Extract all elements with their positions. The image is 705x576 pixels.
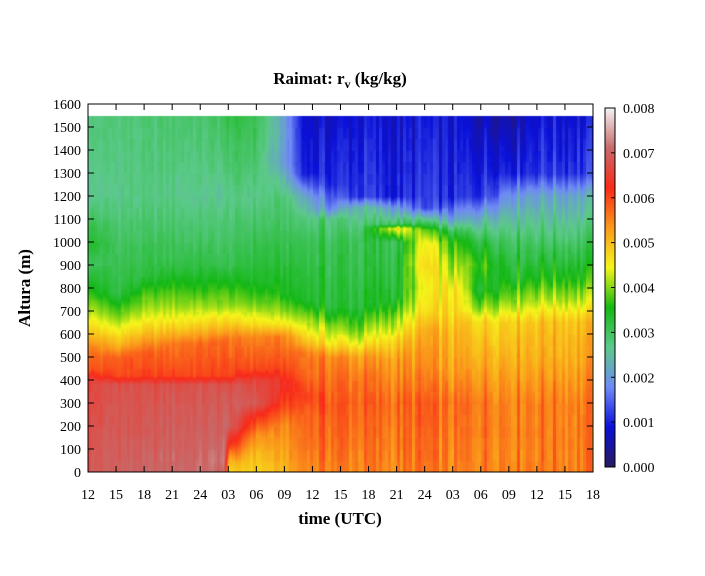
y-tick-label: 400 [60,374,81,389]
y-tick-label: 700 [60,305,81,320]
colorbar-tick-label: 0.006 [623,192,655,207]
colorbar-ticks: 0.000 0.001 0.002 0.003 0.004 0.005 0.006 0.007… [611,102,655,476]
chart-title-subscript: v [345,77,351,91]
x-tick-label: 03 [446,488,460,503]
y-tick-label: 1200 [53,190,81,205]
x-tick-label: 03 [221,488,235,503]
y-tick-label: 200 [60,420,81,435]
x-tick-label: 24 [418,488,432,503]
colorbar-tick-label: 0.004 [623,282,655,297]
colorbar-tick-label: 0.000 [623,461,655,476]
x-tick-label: 15 [109,488,123,503]
x-tick-label: 12 [530,488,544,503]
y-tick-label: 1000 [53,236,81,251]
y-tick-label: 1500 [53,121,81,136]
x-tick-label: 15 [558,488,572,503]
y-axis-ticks: 0 100 200 300 400 500 600 700 800 900 1000 1100 1200… [53,98,593,481]
colorbar-tick-label: 0.001 [623,416,655,431]
x-tick-label: 18 [362,488,376,503]
x-tick-label: 21 [390,488,404,503]
y-tick-label: 900 [60,259,81,274]
y-tick-label: 1600 [53,98,81,113]
y-tick-label: 1100 [54,213,81,228]
x-tick-label: 18 [137,488,151,503]
x-tick-label: 06 [249,488,263,503]
y-tick-label: 100 [60,443,81,458]
y-tick-label: 0 [74,466,81,481]
x-tick-label: 06 [474,488,488,503]
x-tick-label: 09 [502,488,516,503]
y-tick-label: 300 [60,397,81,412]
y-axis-label: Altura (m) [15,249,34,327]
y-tick-label: 600 [60,328,81,343]
chart-title: Raimat: rv (kg/kg) [273,69,407,91]
x-tick-label: 18 [586,488,600,503]
x-tick-label: 21 [165,488,179,503]
chart-title-units: (kg/kg) [351,69,407,88]
x-tick-label: 12 [305,488,319,503]
x-tick-label: 15 [334,488,348,503]
colorbar-tick-label: 0.002 [623,371,655,386]
y-tick-label: 1300 [53,167,81,182]
x-tick-label: 24 [193,488,207,503]
x-axis-ticks: 12 15 18 21 24 03 06 09 12 15 18 21 24 03 06 09 12 15 18 [81,104,600,503]
colorbar-tick-label: 0.008 [623,102,655,117]
heatmap-field [88,104,593,472]
colorbar-tick-label: 0.007 [623,147,655,162]
colorbar-tick-label: 0.003 [623,326,655,341]
y-tick-label: 500 [60,351,81,366]
colorbar-tick-label: 0.005 [623,237,655,252]
y-tick-label: 1400 [53,144,81,159]
x-tick-label: 09 [277,488,291,503]
y-tick-label: 800 [60,282,81,297]
x-axis-label: time (UTC) [298,509,382,528]
x-tick-label: 12 [81,488,95,503]
